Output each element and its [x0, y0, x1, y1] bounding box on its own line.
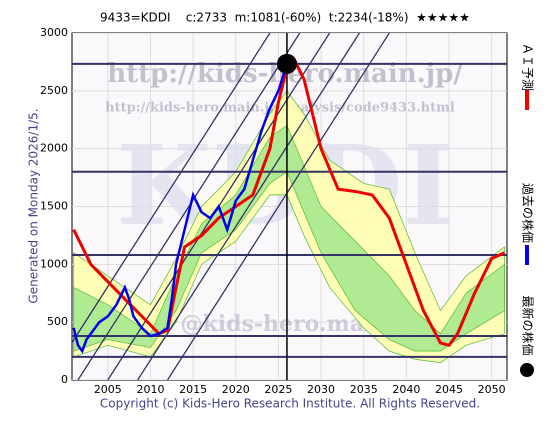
x-tick-label: 2050	[478, 383, 506, 396]
x-tick-label: 2005	[94, 383, 122, 396]
trend-line	[72, 33, 271, 344]
plot: http://kids-hero.main.jp/http://kids-her…	[72, 33, 507, 380]
x-tick-label: 2015	[179, 383, 207, 396]
latest-price	[276, 53, 297, 74]
trend-line	[166, 33, 390, 380]
chart-title: 9433=KDDI c:2733 m:1081(-60%) t:2234(-18…	[100, 11, 470, 25]
trend-line	[137, 33, 360, 380]
y-tick-label: 1000	[40, 257, 68, 270]
side-label: Generated on Monday 2026/1/5.	[27, 108, 41, 303]
y-tick-label: 500	[47, 315, 68, 328]
legend-label: ＡＩ予測	[521, 43, 535, 91]
x-tick-label: 2020	[222, 383, 250, 396]
x-tick-label: 2010	[136, 383, 164, 396]
x-tick-label: 2035	[350, 383, 378, 396]
series-line	[72, 63, 289, 354]
x-tick-label: 2030	[307, 383, 335, 396]
footer: Copyright (c) Kids-Hero Research Institu…	[100, 397, 480, 411]
legend-label: 最新の株価	[521, 295, 536, 355]
x-tick-label: 2025	[264, 383, 292, 396]
y-tick-label: 1500	[40, 200, 68, 213]
x-tick-label: 2040	[392, 383, 420, 396]
legend-marker	[520, 363, 534, 377]
y-tick-label: 3000	[40, 26, 68, 39]
legend-label: 過去の株価	[521, 183, 536, 243]
forecast-band	[73, 124, 505, 352]
x-tick-label: 2045	[435, 383, 463, 396]
y-tick-label: 0	[61, 373, 68, 386]
trend-line	[77, 33, 301, 380]
y-tick-label: 2000	[40, 142, 68, 155]
y-tick-label: 2500	[40, 84, 68, 97]
